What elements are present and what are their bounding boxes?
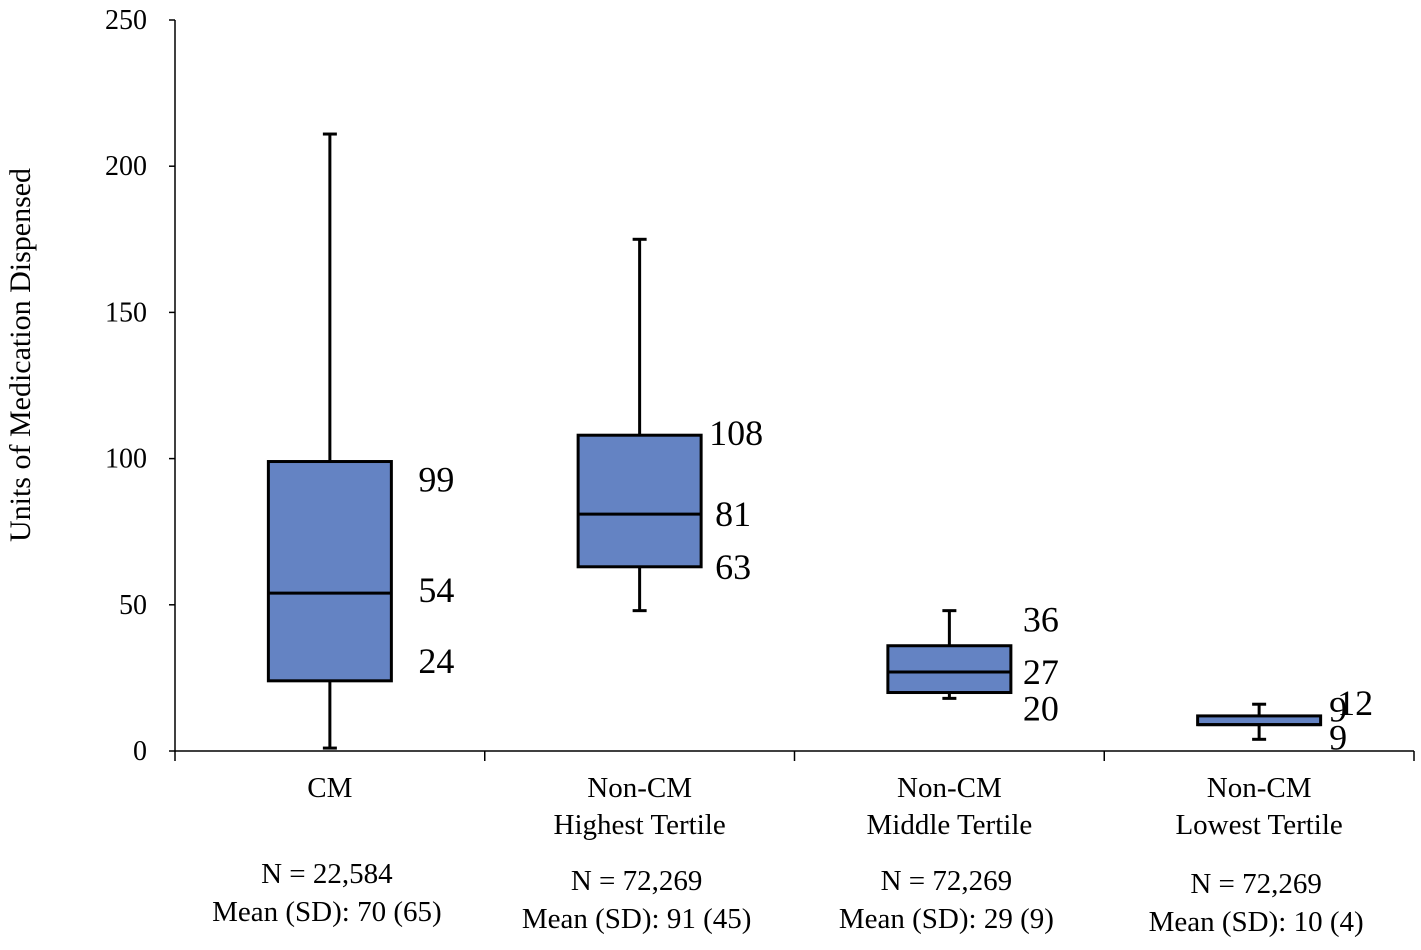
value-label-q1: 24 [418,641,454,681]
y-tick-label: 50 [119,590,147,621]
value-label-median: 9 [1329,690,1347,730]
iqr-box [266,460,393,683]
y-tick-label: 250 [105,5,147,36]
value-label-q1: 63 [715,547,751,587]
category-label: Non-CM [1207,772,1312,804]
category-label: Highest Tertile [554,809,726,841]
sample-size-label: N = 72,269 [881,865,1013,897]
value-label-median: 54 [418,570,454,610]
mean-sd-label: Mean (SD): 91 (45) [522,903,752,935]
mean-sd-label: Mean (SD): 29 (9) [839,903,1054,935]
value-label-q3: 36 [1023,600,1059,640]
mean-sd-label: Mean (SD): 10 (4) [1149,906,1364,938]
category-label: Non-CM [587,772,692,804]
y-tick-label: 0 [133,736,147,767]
value-label-median: 27 [1023,652,1059,692]
iqr-box [576,433,703,569]
y-tick-label: 100 [105,444,147,475]
sample-size-label: N = 72,269 [571,865,703,897]
sample-size-label: N = 22,584 [261,858,393,890]
mean-sd-label: Mean (SD): 70 (65) [212,896,442,928]
category-label: Lowest Tertile [1175,809,1342,841]
category-label: CM [307,772,352,804]
category-label: Non-CM [897,772,1002,804]
value-label-q3: 108 [709,413,763,453]
box-group: 108 81 63 [576,237,763,613]
value-label-q1: 20 [1023,689,1059,729]
y-tick-label: 150 [105,297,147,328]
sample-size-label: N = 72,269 [1190,868,1322,900]
iqr-box [886,644,1013,695]
y-tick-label: 200 [105,151,147,182]
y-axis-label: Units of Medication Dispensed [4,168,37,542]
value-label-q3: 12 [1337,683,1373,723]
value-label-q1: 9 [1329,718,1347,758]
value-label-q3: 99 [418,460,454,500]
category-label: Middle Tertile [866,809,1032,841]
value-label-median: 81 [715,494,751,534]
box-group: 99 54 24 [266,132,454,750]
